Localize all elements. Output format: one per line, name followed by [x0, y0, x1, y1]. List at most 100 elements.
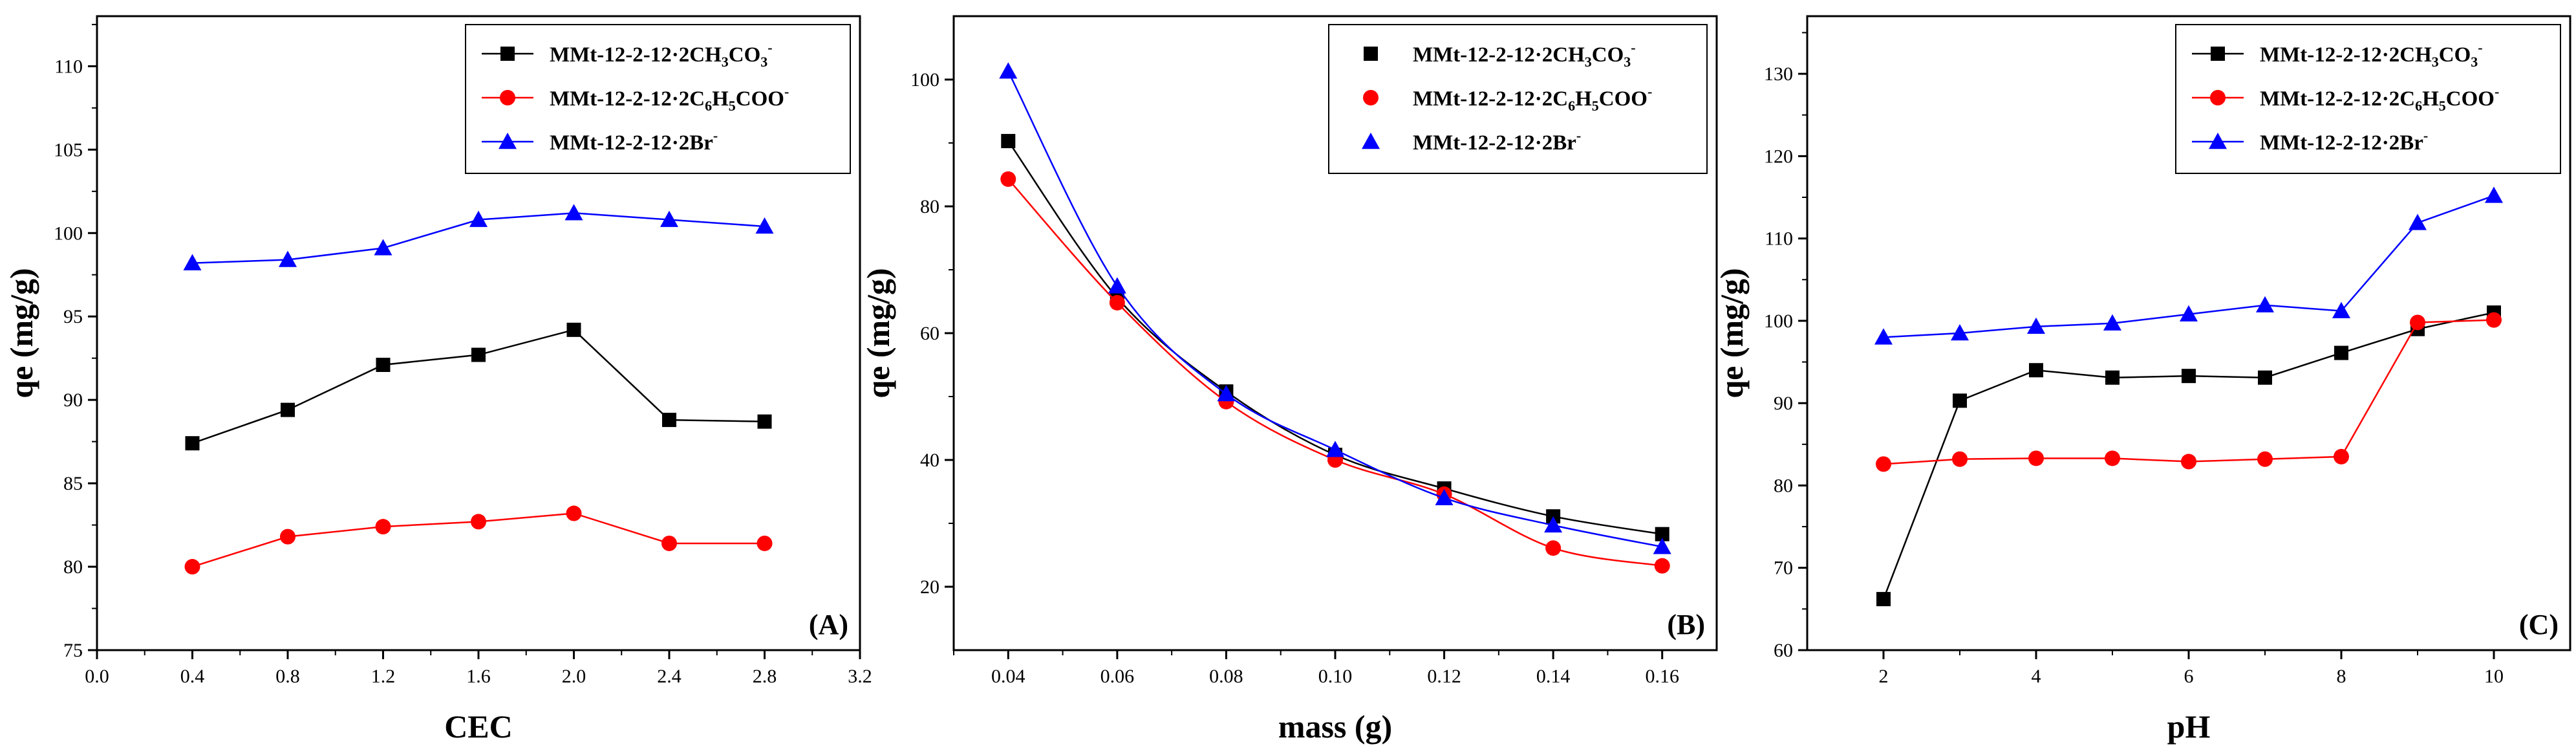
data-point: [2105, 370, 2120, 385]
legend-label-part: -: [2423, 127, 2428, 144]
legend-marker: [1362, 133, 1380, 149]
x-axis-title: pH: [2167, 708, 2211, 745]
legend-label-part: CO: [2439, 43, 2471, 67]
legend-label-part: 3: [722, 54, 729, 70]
legend-marker: [1364, 47, 1378, 61]
legend-label-part: MMt-12-2-12·2C: [2260, 87, 2415, 111]
data-point: [279, 250, 297, 267]
series-line: [1883, 319, 2495, 465]
data-point: [184, 559, 200, 575]
legend-label-part: 3: [2471, 54, 2478, 70]
legend-box: [1328, 24, 1708, 174]
x-tick-label: 1.6: [466, 666, 491, 687]
data-point: [2334, 448, 2349, 464]
legend-label-part: 6: [705, 98, 712, 114]
y-tick-label: 75: [63, 640, 83, 661]
data-point: [2103, 314, 2121, 331]
data-point: [183, 254, 202, 270]
x-tick-label: 0.4: [180, 666, 205, 687]
data-point: [2181, 453, 2196, 470]
y-tick-label: 80: [63, 556, 83, 578]
data-point: [375, 519, 391, 535]
data-point: [1109, 294, 1125, 311]
series-2: [1000, 171, 1670, 574]
series-3: [1874, 186, 2503, 345]
data-point: [280, 529, 295, 545]
legend-marker: [499, 133, 517, 149]
legend-label-part: CO: [1592, 43, 1624, 67]
x-tick-label: 2.4: [657, 666, 682, 687]
legend-label-part: 6: [1568, 98, 1575, 114]
y-tick-label: 120: [1764, 146, 1793, 167]
y-tick-label: 130: [1764, 63, 1793, 85]
legend-marker: [500, 47, 515, 61]
x-tick-label: 0.10: [1318, 666, 1353, 687]
legend-label-part: COO: [2446, 87, 2495, 111]
data-point: [1952, 451, 1968, 467]
y-tick-label: 90: [63, 389, 83, 411]
x-tick-label: 2: [1879, 666, 1889, 687]
panel-label: (C): [2519, 609, 2559, 640]
legend-label-part: MMt-12-2-12·2C: [1413, 87, 1568, 111]
x-tick-label: 0.14: [1536, 666, 1571, 687]
series-3: [183, 204, 774, 270]
y-tick-label: 110: [1765, 228, 1793, 250]
data-point: [1108, 277, 1126, 294]
legend-label-part: 5: [2439, 98, 2446, 114]
x-tick-label: 0.16: [1645, 666, 1679, 687]
data-point: [2258, 370, 2272, 385]
y-tick-label: 20: [920, 576, 939, 598]
y-tick-label: 95: [63, 306, 83, 327]
x-tick-label: 6: [2184, 666, 2194, 687]
legend-label-part: MMt-12-2-12·2Br: [2260, 131, 2423, 155]
legend-label: MMt-12-2-12·2Br-: [2260, 127, 2428, 155]
data-point: [566, 505, 582, 521]
y-tick-label: 60: [1774, 640, 1793, 661]
data-point: [2182, 369, 2196, 384]
data-point: [2410, 314, 2425, 331]
y-tick-label: 70: [1774, 558, 1793, 579]
data-point: [2486, 312, 2502, 328]
data-point: [2334, 345, 2348, 360]
chart-panel-2: 0.04 0.06 0.08 0.10 0.12 0.14 0.16 20 40 60 80 100 m…: [860, 15, 1718, 745]
data-point: [1655, 527, 1669, 541]
chart-panel-1: 0.0 0.4 0.8 1.2 1.6 2.0 2.4 2.8 3.2 75 80 85 90 95 100…: [3, 15, 872, 745]
y-tick-label: 100: [1764, 311, 1793, 332]
legend-label-part: 3: [760, 54, 767, 70]
legend-label-part: -: [767, 39, 772, 56]
x-tick-label: 8: [2337, 666, 2346, 687]
series-2: [1876, 312, 2502, 472]
data-point: [376, 358, 391, 372]
x-tick-label: 1.2: [371, 666, 396, 687]
legend-label-part: 5: [729, 98, 736, 114]
series-2: [184, 505, 773, 575]
y-tick-label: 80: [920, 196, 939, 217]
data-point: [2105, 450, 2120, 466]
series-line: [1007, 140, 1662, 535]
legend-label-part: H: [2422, 87, 2439, 111]
x-tick-label: 0.08: [1209, 666, 1243, 687]
legend-label-part: CO: [729, 43, 761, 67]
x-tick-label: 0.12: [1427, 666, 1461, 687]
x-tick-label: 0.04: [991, 666, 1025, 687]
y-tick-label: 90: [1774, 393, 1793, 414]
y-tick-label: 40: [920, 450, 939, 471]
legend-label-part: H: [712, 87, 729, 111]
legend-box: [2175, 24, 2561, 174]
data-point: [2485, 186, 2503, 203]
legend-box: [465, 24, 851, 174]
data-point: [1953, 393, 1967, 408]
data-point: [281, 402, 295, 417]
legend-label: MMt-12-2-12·2Br-: [1413, 127, 1581, 155]
y-axis-title: qe (mg/g): [3, 268, 39, 398]
x-axis-title: CEC: [444, 708, 513, 745]
x-tick-label: 0.06: [1100, 666, 1135, 687]
data-point: [2027, 317, 2045, 334]
legend-label-part: 3: [2432, 54, 2439, 70]
y-tick-label: 105: [54, 139, 83, 160]
data-point: [2257, 451, 2273, 467]
y-tick-label: 100: [910, 69, 939, 91]
series-1: [185, 322, 772, 451]
series-line: [192, 329, 765, 444]
